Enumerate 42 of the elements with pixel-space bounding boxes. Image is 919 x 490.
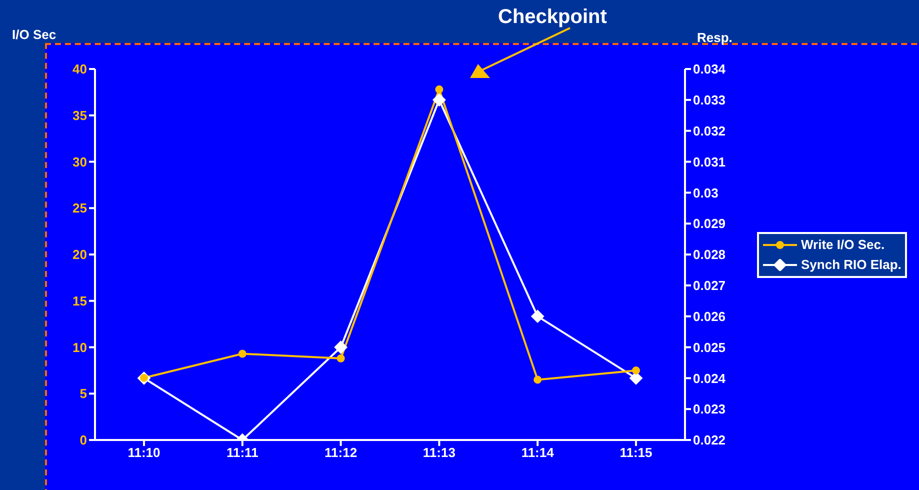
point (334, 340, 348, 354)
y2-tick-label: 0.029 (693, 216, 726, 232)
point (435, 85, 444, 94)
x-tick-label: 11:11 (226, 445, 258, 460)
y2-tick-label: 0.032 (693, 123, 726, 138)
x-tick-label: 11:14 (521, 445, 555, 460)
y-tick-label: 5 (80, 386, 87, 402)
y2-tick-label: 0.023 (693, 402, 726, 417)
point (336, 354, 345, 362)
y-tick-label: 35 (72, 108, 87, 123)
y-tick-label: 10 (72, 340, 87, 355)
point (632, 366, 640, 374)
y-tick-label: 0 (80, 432, 87, 448)
point (238, 350, 246, 358)
y-tick-label: 30 (72, 154, 87, 170)
y-axis-title: I/O Sec (12, 27, 56, 42)
y-tick-label: 25 (72, 200, 87, 216)
text: Checkpoint (498, 6, 607, 29)
point (432, 93, 446, 106)
y2-tick-label: 0.022 (693, 432, 726, 448)
y2-tick-label: 0.033 (693, 92, 726, 108)
y2-tick-label: 0.025 (693, 340, 726, 355)
point (531, 310, 544, 323)
x-tick-label: 11:10 (128, 445, 160, 460)
x-tick-label: 11:15 (620, 445, 652, 460)
x-tick-label: 11:13 (422, 445, 456, 460)
y2-tick-label: 0.027 (693, 278, 726, 294)
y2-tick-label: 0.03 (693, 185, 718, 200)
y-tick-label: 40 (72, 62, 87, 77)
x-tick-label: 11:12 (324, 445, 358, 460)
y2-tick-label: 0.024 (693, 370, 726, 386)
legend-label: Synch RIO Elap. (801, 256, 902, 274)
y2-tick-label: 0.028 (693, 247, 726, 262)
point (630, 372, 642, 385)
y2-axis-title: Resp. (697, 30, 732, 45)
y-tick-label: 15 (72, 293, 87, 308)
point (534, 376, 542, 384)
legend-label: Write I/O Sec. (801, 236, 885, 254)
y2-tick-label: 0.031 (693, 154, 726, 170)
y2-tick-label: 0.026 (693, 308, 726, 324)
y2-tick-label: 0.034 (693, 62, 726, 77)
y-tick-label: 20 (72, 247, 87, 262)
